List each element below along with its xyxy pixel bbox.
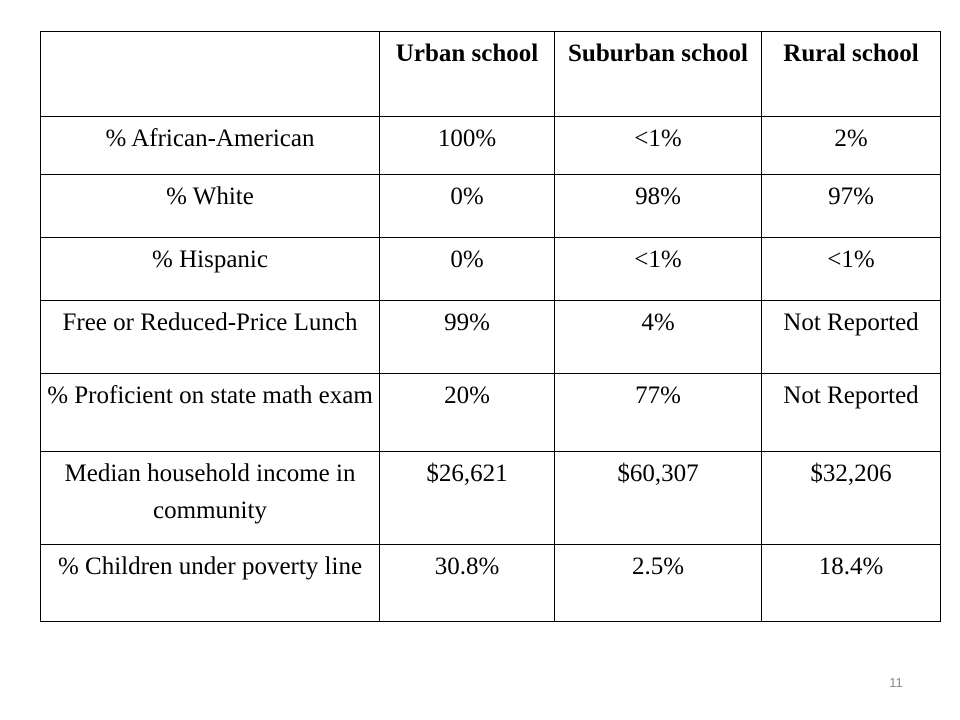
header-cell-suburban: Suburban school [554, 31, 762, 117]
urban-value: 20% [379, 373, 555, 452]
urban-value: $26,621 [379, 451, 555, 545]
demographics-table: Urban school Suburban school Rural schoo… [40, 31, 941, 622]
row-label: % Proficient on state math exam [40, 373, 380, 452]
urban-value: 30.8% [379, 544, 555, 622]
suburban-value: 4% [554, 300, 762, 374]
row-label: Median household income in community [40, 451, 380, 545]
suburban-value: 2.5% [554, 544, 762, 622]
table-row: Free or Reduced-Price Lunch 99% 4% Not R… [40, 300, 941, 374]
table-row: % White 0% 98% 97% [40, 174, 941, 238]
table-row: Median household income in community $26… [40, 451, 941, 545]
urban-value: 0% [379, 174, 555, 238]
row-label: % African-American [40, 116, 380, 175]
row-label: Free or Reduced-Price Lunch [40, 300, 380, 374]
suburban-value: <1% [554, 237, 762, 301]
row-label: % Children under poverty line [40, 544, 380, 622]
suburban-value: $60,307 [554, 451, 762, 545]
rural-value: $32,206 [761, 451, 941, 545]
table-header-row: Urban school Suburban school Rural schoo… [40, 31, 941, 117]
suburban-value: 77% [554, 373, 762, 452]
rural-value: 97% [761, 174, 941, 238]
header-cell-rural: Rural school [761, 31, 941, 117]
rural-value: Not Reported [761, 300, 941, 374]
rural-value: 18.4% [761, 544, 941, 622]
urban-value: 0% [379, 237, 555, 301]
rural-value: 2% [761, 116, 941, 175]
row-label: % White [40, 174, 380, 238]
header-cell-urban: Urban school [379, 31, 555, 117]
table-row: % African-American 100% <1% 2% [40, 116, 941, 175]
page-number: 11 [889, 675, 903, 690]
rural-value: <1% [761, 237, 941, 301]
rural-value: Not Reported [761, 373, 941, 452]
urban-value: 99% [379, 300, 555, 374]
urban-value: 100% [379, 116, 555, 175]
table-row: % Children under poverty line 30.8% 2.5%… [40, 544, 941, 622]
table-row: % Hispanic 0% <1% <1% [40, 237, 941, 301]
row-label: % Hispanic [40, 237, 380, 301]
table-row: % Proficient on state math exam 20% 77% … [40, 373, 941, 452]
suburban-value: 98% [554, 174, 762, 238]
header-cell-blank [40, 31, 380, 117]
suburban-value: <1% [554, 116, 762, 175]
